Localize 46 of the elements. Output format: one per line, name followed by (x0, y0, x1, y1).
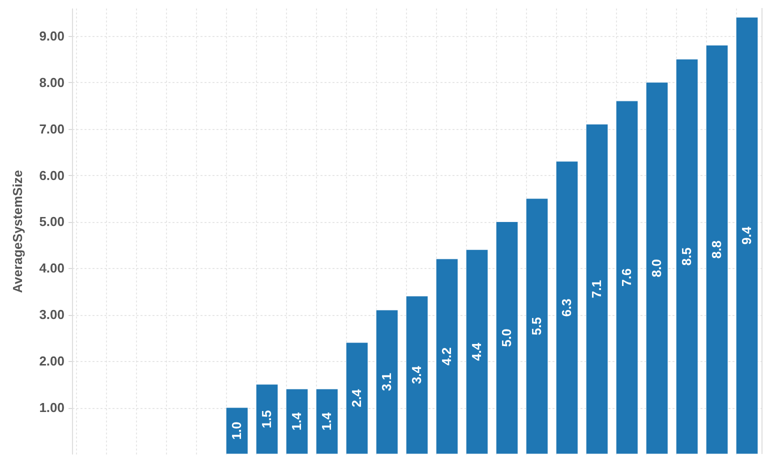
data-label: 7.1 (589, 280, 604, 298)
bar (586, 124, 608, 454)
bar (376, 310, 398, 454)
y-tick-label: 7.00 (39, 121, 64, 136)
y-tick-label: 9.00 (39, 28, 64, 44)
data-label: 9.4 (739, 226, 754, 245)
bar (496, 221, 518, 454)
data-label: 7.6 (619, 268, 634, 286)
data-label: 2.4 (349, 388, 364, 408)
data-label: 8.0 (649, 259, 664, 278)
bar (556, 161, 578, 454)
bar (316, 388, 338, 454)
y-tick-label: 3.00 (39, 307, 64, 322)
data-label: 3.4 (409, 365, 424, 384)
y-tick-label: 6.00 (39, 168, 64, 183)
bar (616, 100, 638, 454)
bar (346, 342, 368, 454)
bar (406, 296, 428, 454)
bar (436, 258, 458, 454)
bar (226, 407, 248, 454)
y-tick-label: 5.00 (39, 214, 64, 230)
bar (736, 17, 758, 454)
data-label: 1.0 (229, 422, 244, 440)
bar (526, 198, 548, 454)
y-axis-title: AverageSystemSize (10, 170, 26, 294)
y-tick-label: 1.00 (39, 400, 64, 416)
data-label: 4.2 (439, 347, 454, 366)
bar (256, 384, 278, 454)
data-label: 1.4 (289, 412, 304, 431)
data-label: 4.4 (469, 342, 484, 361)
data-label: 8.5 (679, 248, 694, 266)
bar (646, 82, 668, 454)
y-tick-label: 8.00 (39, 74, 64, 90)
y-tick-label: 2.00 (39, 354, 64, 369)
data-label: 1.5 (259, 410, 274, 428)
data-label: 1.4 (319, 412, 334, 431)
bar (286, 388, 308, 454)
data-label: 8.8 (709, 240, 724, 259)
data-label: 3.1 (379, 372, 394, 392)
y-tick-label: 4.00 (39, 260, 64, 276)
data-label: 6.3 (559, 298, 574, 317)
bar (706, 44, 728, 454)
bar (676, 58, 698, 454)
data-label: 5.0 (499, 328, 514, 347)
bar (466, 249, 488, 454)
data-label: 5.5 (529, 317, 544, 336)
